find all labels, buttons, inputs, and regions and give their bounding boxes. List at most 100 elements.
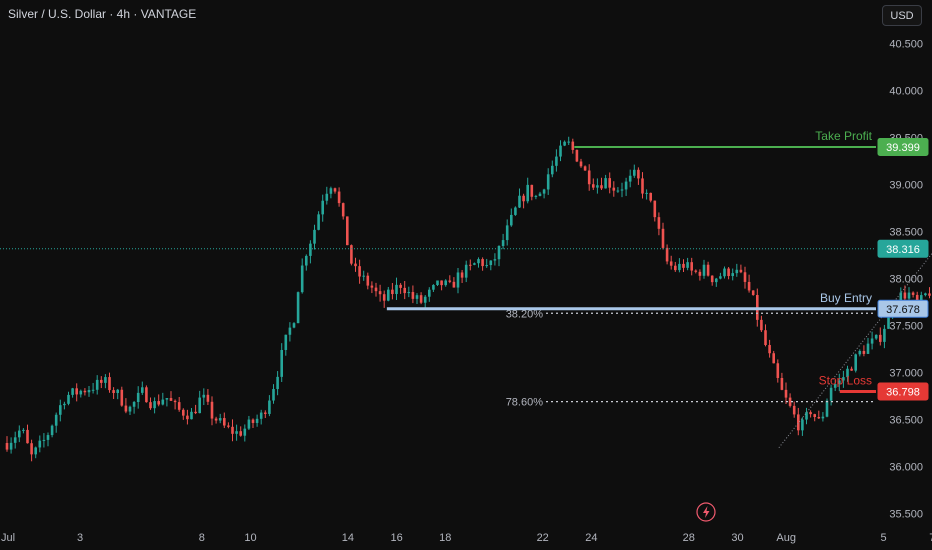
candle-body — [264, 412, 267, 414]
price-tick-label: 40.000 — [889, 86, 923, 98]
candle-body — [255, 418, 259, 423]
candle-body — [391, 289, 394, 295]
price-tick-label: 36.000 — [889, 462, 923, 474]
time-axis[interactable]: Jul381014161822242830Aug5711131519 — [1, 532, 932, 544]
price-tick-label: 37.000 — [889, 368, 923, 380]
time-tick-label: 5 — [881, 532, 887, 544]
candle-body — [243, 428, 247, 436]
candle-body — [337, 191, 341, 204]
candle-body — [829, 387, 833, 401]
take-profit-tag-label: 39.399 — [886, 142, 920, 154]
candle-body — [682, 263, 685, 268]
time-tick-label: 10 — [244, 532, 256, 544]
candle-body — [182, 409, 185, 416]
candle-body — [116, 389, 119, 394]
candle-body — [501, 240, 505, 246]
candle-body — [805, 412, 808, 420]
price-tick-label: 38.000 — [889, 274, 923, 286]
candle-body — [596, 185, 599, 188]
candle-body — [268, 400, 271, 414]
candle-body — [186, 415, 189, 420]
candle-body — [366, 275, 370, 286]
candle-body — [309, 243, 312, 256]
price-tick-label: 35.500 — [889, 509, 923, 521]
candle-body — [624, 181, 628, 190]
candle-body — [628, 175, 632, 182]
candle-body — [395, 284, 398, 295]
candle-body — [743, 272, 747, 282]
candle-body — [858, 350, 862, 355]
candle-body — [177, 402, 181, 410]
candle-body — [59, 405, 62, 415]
candle-body — [592, 184, 595, 188]
candle-body — [710, 275, 714, 283]
candle-body — [423, 296, 427, 303]
current-price-tag — [877, 239, 929, 258]
candle-body — [108, 377, 111, 391]
candle-body — [637, 169, 640, 179]
candle-body — [136, 392, 140, 402]
price-tick-label: 36.500 — [889, 415, 923, 427]
candle-body — [555, 156, 558, 166]
candle-body — [620, 189, 624, 191]
candle-body — [91, 389, 95, 391]
candle-body — [510, 214, 513, 226]
price-tick-label: 40.500 — [889, 39, 923, 51]
time-tick-label: Jul — [1, 532, 15, 544]
currency-button[interactable]: USD — [882, 5, 922, 26]
candle-body — [247, 419, 251, 429]
candle-body — [198, 397, 201, 414]
candle-body — [5, 443, 9, 450]
candle-body — [870, 338, 874, 344]
candle-body — [313, 229, 316, 244]
candle-body — [911, 292, 915, 295]
candle-body — [235, 431, 238, 434]
candle-body — [120, 389, 124, 406]
candle-body — [329, 188, 333, 194]
candle-body — [341, 203, 345, 217]
candle-body — [559, 145, 562, 157]
candle-body — [530, 184, 534, 197]
candle-body — [169, 398, 173, 401]
candle-body — [887, 313, 890, 329]
candle-body — [206, 394, 210, 402]
candle-body — [218, 418, 222, 421]
candle-body — [452, 281, 456, 288]
candle-body — [436, 280, 439, 286]
candle-body — [333, 188, 337, 192]
candle-body — [751, 290, 755, 295]
candle-body — [723, 268, 726, 277]
price-tick-label: 39.000 — [889, 180, 923, 192]
time-tick-label: Aug — [776, 532, 796, 544]
candle-body — [874, 334, 878, 339]
candle-body — [792, 405, 796, 415]
candle-body — [67, 394, 70, 404]
buy-entry-label: Buy Entry — [820, 291, 872, 305]
candle-body — [22, 429, 25, 431]
time-tick-label: 16 — [390, 532, 402, 544]
candle-body — [403, 287, 406, 294]
candle-body — [690, 262, 693, 271]
stop-loss-tag-label: 36.798 — [886, 386, 920, 398]
candle-body — [370, 285, 374, 288]
candle-body — [579, 161, 583, 167]
replay-button[interactable] — [696, 502, 716, 522]
candle-body — [202, 394, 206, 398]
candle-body — [128, 406, 132, 412]
candle-body — [727, 268, 730, 277]
candle-body — [173, 400, 177, 403]
candle-body — [514, 207, 517, 215]
lightning-icon — [703, 506, 710, 518]
candle-body — [292, 323, 296, 328]
candle-body — [63, 403, 66, 406]
candle-body — [251, 419, 255, 423]
candle-body — [210, 401, 214, 419]
candle-body — [702, 264, 706, 276]
candle-body — [706, 264, 710, 276]
candle-body — [698, 271, 702, 276]
candle-body — [378, 291, 382, 295]
time-tick-label: 22 — [537, 532, 549, 544]
candle-body — [776, 363, 780, 378]
candle-body — [284, 334, 288, 350]
